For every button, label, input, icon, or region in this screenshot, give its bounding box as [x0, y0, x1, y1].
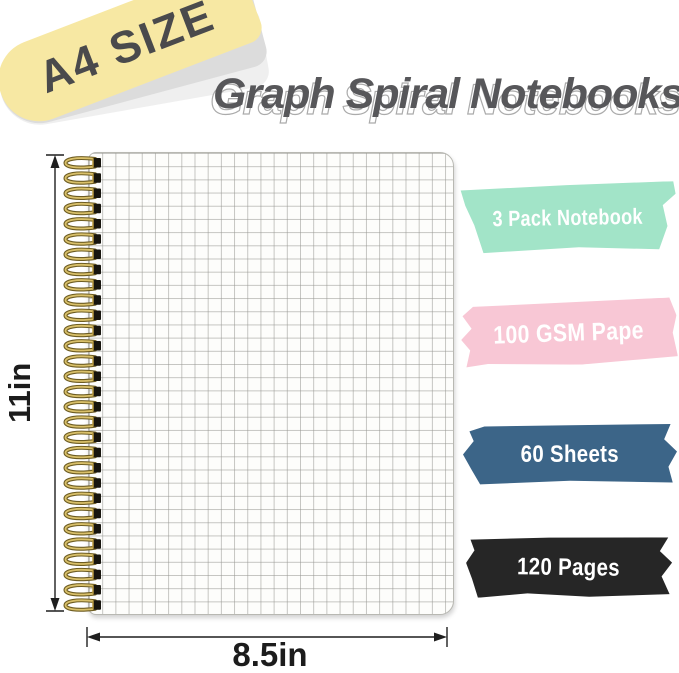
width-dimension-arrow	[86, 627, 448, 647]
width-dimension-label: 8.5in	[232, 636, 308, 673]
banner-120-pages-label: 120 Pages	[517, 552, 621, 582]
banner-100-gsm-paper-label: 100 GSM Pape	[493, 315, 645, 350]
spiral-binding	[63, 156, 101, 612]
height-dimension-label: 11in	[2, 362, 37, 424]
banner-3-pack-notebook-label: 3 Pack Notebook	[492, 203, 643, 232]
page-title-shadow: Graph Spiral Notebooks	[209, 75, 679, 124]
page-title: Graph Spiral Notebooks Graph Spiral Note…	[209, 70, 679, 130]
banner-100-gsm-paper: 100 GSM Pape	[460, 297, 678, 368]
banner-60-sheets-label: 60 Sheets	[520, 440, 620, 468]
banner-120-pages: 120 Pages	[466, 535, 673, 601]
banner-3-pack-notebook: 3 Pack Notebook	[458, 181, 676, 255]
height-dimension-arrow	[46, 154, 64, 612]
banner-60-sheets: 60 Sheets	[463, 424, 677, 485]
page-title-text: Graph Spiral Notebooks	[213, 70, 679, 118]
notebook-graph-page	[88, 152, 454, 615]
